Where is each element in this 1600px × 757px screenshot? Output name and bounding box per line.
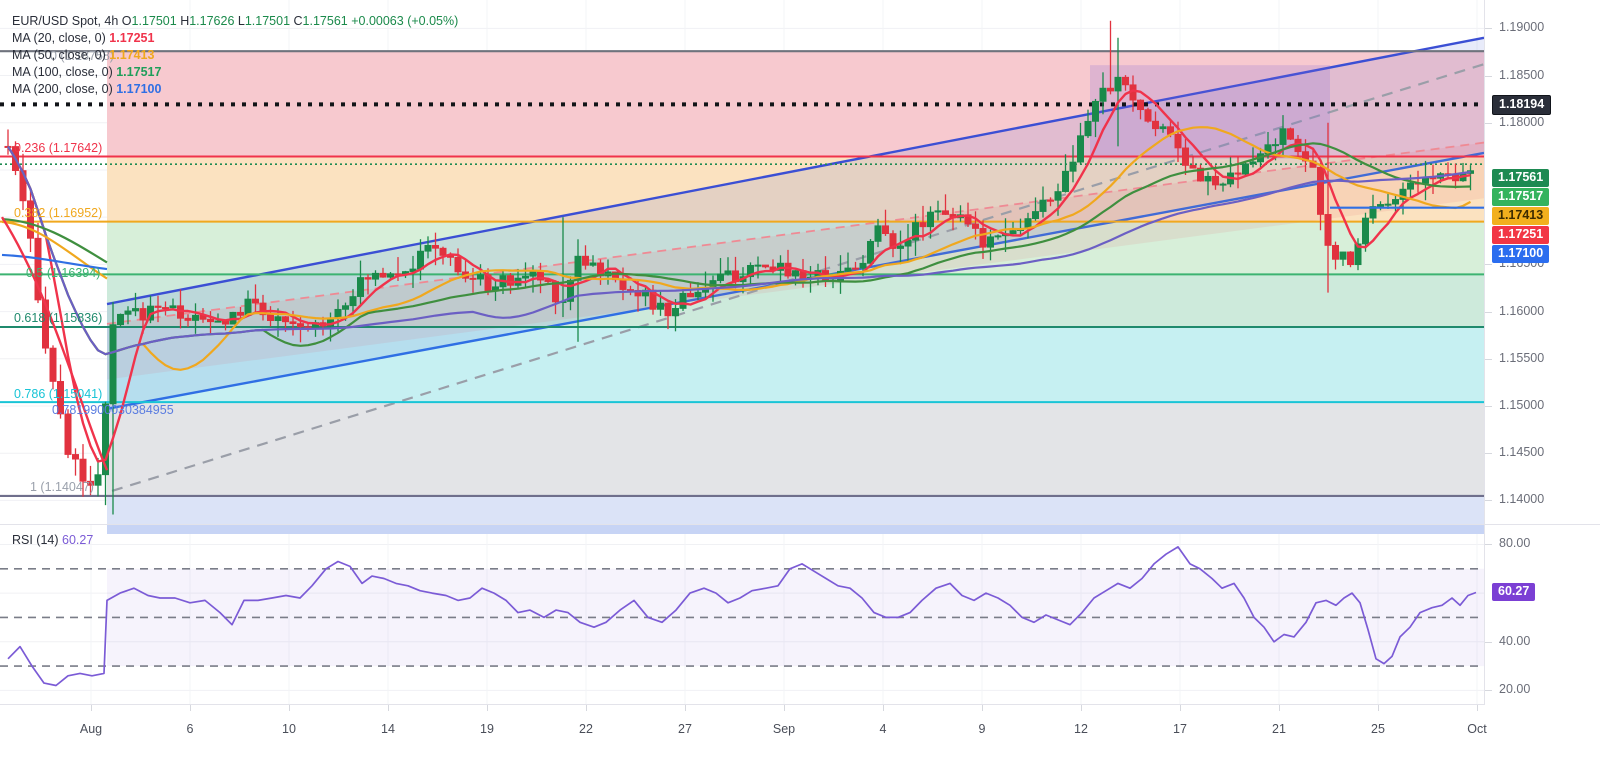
time-tick-4: 4 <box>879 722 887 736</box>
time-tick-Oct: Oct <box>1467 722 1487 736</box>
time-tick-22: 22 <box>579 722 593 736</box>
price-chart-panel[interactable]: EUR/USD Spot, 4h O1.17501 H1.17626 L1.17… <box>0 0 1600 524</box>
axis-tick-mark <box>1485 28 1492 30</box>
price-tick-6: 1.15000 <box>1499 397 1545 412</box>
axis-tick-mark <box>1485 264 1492 266</box>
time-tick-12: 12 <box>1074 722 1088 736</box>
rsi-tick-mark <box>1485 641 1492 643</box>
time-tick-Sep: Sep <box>772 722 796 736</box>
time-tick-21: 21 <box>1272 722 1286 736</box>
time-tick-mark <box>1378 705 1379 711</box>
time-tick-mark <box>883 705 884 711</box>
time-tick-mark <box>487 705 488 711</box>
price-tick-1: 1.18500 <box>1499 67 1545 82</box>
price-tick-5: 1.15500 <box>1499 350 1545 365</box>
price-tag-1.17251[interactable]: 1.17251 <box>1492 226 1550 244</box>
time-tick-mark <box>784 705 785 711</box>
time-tick-mark <box>1180 705 1181 711</box>
price-axis[interactable]: 1.19000 1.18500 1.18000 1.16500 1.16000 1.155… <box>1484 0 1600 524</box>
price-tick-7: 1.14500 <box>1499 445 1545 460</box>
time-tick-mark <box>190 705 191 711</box>
price-tag-1.17413[interactable]: 1.17413 <box>1492 207 1550 225</box>
time-tick-mark <box>289 705 290 711</box>
time-tick-mark <box>685 705 686 711</box>
time-tick-mark <box>1279 705 1280 711</box>
time-tick-mark <box>1477 705 1478 711</box>
time-tick-mark <box>586 705 587 711</box>
price-tag-1.17517[interactable]: 1.17517 <box>1492 188 1550 206</box>
price-tick-2: 1.18000 <box>1499 114 1545 129</box>
rsi-tick-2: 20.00 <box>1499 682 1531 697</box>
price-tick-0: 1.19000 <box>1499 20 1545 35</box>
axis-tick-mark <box>1485 311 1492 313</box>
rsi-tick-1: 40.00 <box>1499 633 1531 648</box>
time-tick-mark <box>982 705 983 711</box>
rsi-tick-0: 80.00 <box>1499 536 1531 551</box>
axis-tick-mark <box>1485 500 1492 502</box>
time-tick-mark <box>91 705 92 711</box>
axis-tick-mark <box>1485 75 1492 77</box>
time-tick-19: 19 <box>480 722 494 736</box>
rsi-axis[interactable]: 80.00 40.00 20.00 60.27 <box>1484 525 1600 705</box>
time-axis[interactable]: Aug 6 10 14 19 22 27 Sep 4 9 12 17 21 25 Oct <box>0 704 1600 757</box>
rsi-tick-mark <box>1485 690 1492 692</box>
time-tick-10: 10 <box>282 722 296 736</box>
time-tick-25: 25 <box>1371 722 1385 736</box>
price-plot <box>0 0 1485 524</box>
price-tick-8: 1.14000 <box>1499 492 1545 507</box>
axis-tick-mark <box>1485 453 1492 455</box>
time-tick-27: 27 <box>678 722 692 736</box>
rsi-value-tag[interactable]: 60.27 <box>1492 583 1536 602</box>
time-tick-17: 17 <box>1173 722 1187 736</box>
price-tick-4: 1.16000 <box>1499 303 1545 318</box>
time-tick-14: 14 <box>381 722 395 736</box>
price-tag-1.18194[interactable]: 1.18194 <box>1492 95 1552 116</box>
time-tick-9: 9 <box>978 722 986 736</box>
time-tick-6: 6 <box>186 722 194 736</box>
rsi-panel[interactable]: RSI (14) 60.27 80.00 40.00 20.00 60.27 <box>0 524 1600 705</box>
time-tick-mark <box>1081 705 1082 711</box>
time-tick-Aug: Aug <box>79 722 103 736</box>
axis-tick-mark <box>1485 122 1492 124</box>
rsi-plot <box>0 525 1484 705</box>
rsi-tick-mark <box>1485 544 1492 546</box>
axis-tick-mark <box>1485 358 1492 360</box>
time-tick-mark <box>388 705 389 711</box>
price-tag-1.17561[interactable]: 1.17561 <box>1492 169 1550 187</box>
axis-tick-mark <box>1485 405 1492 407</box>
price-tag-1.17100[interactable]: 1.17100 <box>1492 245 1550 263</box>
